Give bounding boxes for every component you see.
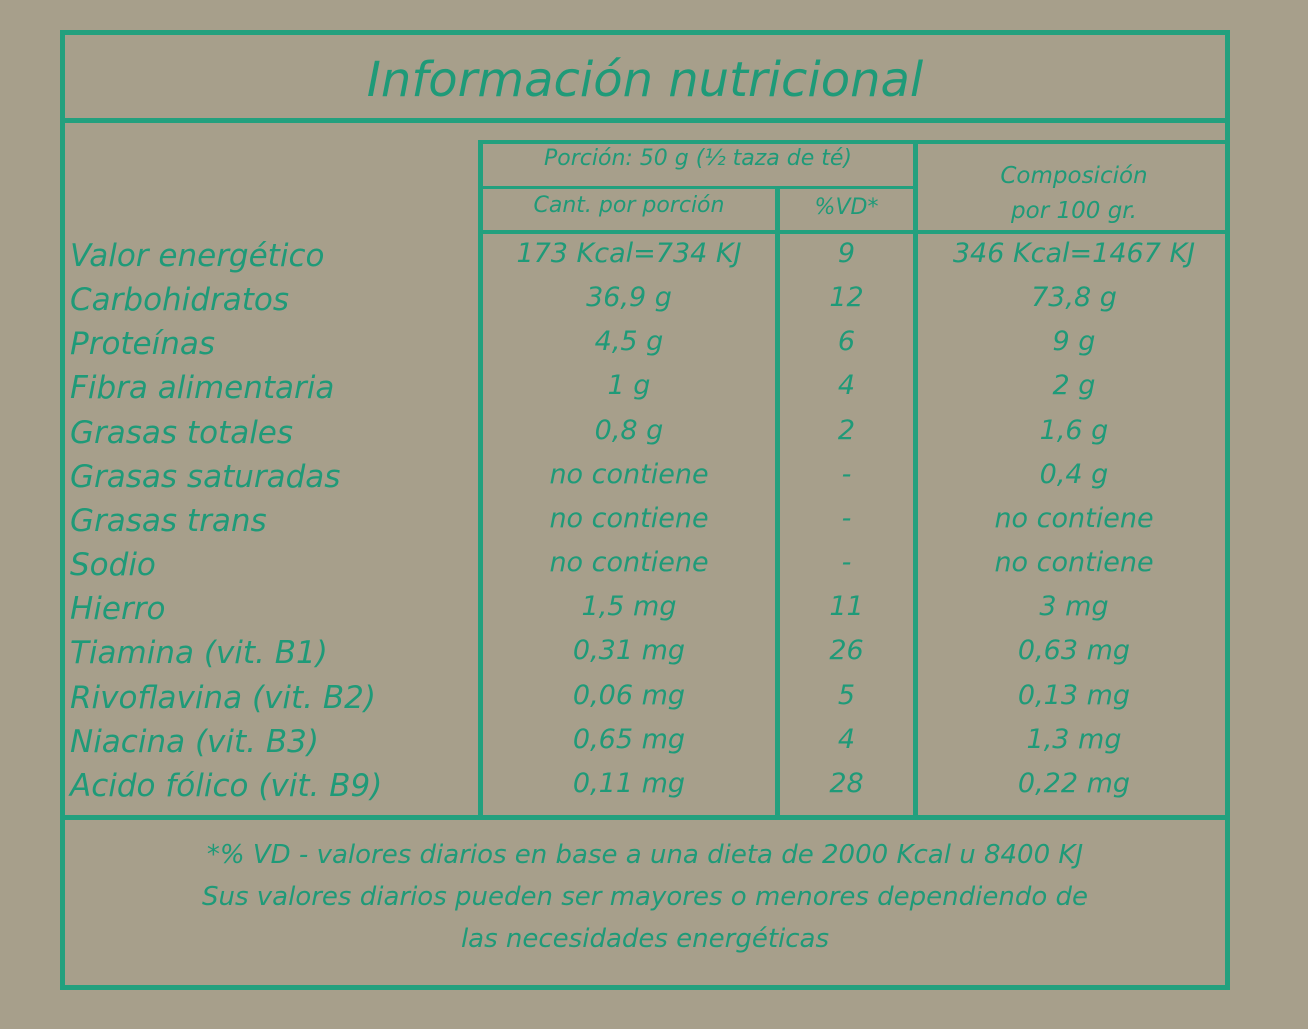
- nutrient-name: Proteínas: [70, 326, 216, 363]
- nutrient-name: Grasas trans: [70, 502, 267, 539]
- per-100g: 9 g: [1052, 326, 1096, 358]
- per-100g: no contiene: [994, 547, 1154, 579]
- daily-value: 2: [837, 414, 856, 446]
- nutrient-name: Grasas saturadas: [70, 458, 341, 495]
- amount: 1 g: [607, 370, 651, 402]
- daily-value: 26: [829, 635, 864, 667]
- per-100g: 346 Kcal=1467 KJ: [952, 238, 1196, 269]
- nutrient-name: Sodio: [70, 547, 156, 584]
- composition-header: por 100 gr.: [1011, 198, 1137, 224]
- divider: [478, 186, 915, 189]
- amount: 0,8 g: [594, 414, 664, 446]
- nutrient-name: Rivoflavina (vit. B2): [70, 679, 376, 716]
- nutrient-name: Hierro: [70, 591, 166, 628]
- daily-value: 12: [829, 282, 864, 314]
- daily-value: -: [841, 502, 852, 534]
- amount: no contiene: [549, 502, 709, 534]
- per-100g: 0,22 mg: [1017, 767, 1131, 799]
- divider: [478, 140, 1230, 144]
- daily-value: -: [841, 547, 852, 579]
- divider: [775, 188, 780, 815]
- amount: 0,11 mg: [572, 767, 686, 799]
- vd-header: %VD*: [814, 195, 879, 220]
- amount: 173 Kcal=734 KJ: [516, 238, 742, 269]
- per-100g: 2 g: [1052, 370, 1096, 402]
- daily-value: 4: [837, 370, 856, 402]
- divider: [60, 815, 1230, 820]
- amount: no contiene: [549, 458, 709, 490]
- amount: 0,06 mg: [572, 679, 686, 711]
- nutrient-name: Carbohidratos: [70, 282, 289, 319]
- footnote-line: *% VD - valores diarios en base a una di…: [206, 840, 1084, 870]
- amount: 1,5 mg: [581, 591, 677, 623]
- daily-value: 5: [837, 679, 856, 711]
- nutrient-name: Valor energético: [70, 238, 325, 274]
- divider: [478, 230, 1230, 234]
- title: Información nutricional: [366, 52, 924, 108]
- per-100g: 3 mg: [1039, 591, 1109, 623]
- nutrient-name: Niacina (vit. B3): [70, 723, 319, 760]
- amount: 36,9 g: [586, 282, 672, 314]
- daily-value: 9: [837, 238, 856, 269]
- divider: [913, 140, 918, 815]
- per-100g: 0,63 mg: [1017, 635, 1131, 667]
- footnote-line: las necesidades energéticas: [460, 924, 830, 954]
- per-100g: 0,13 mg: [1017, 679, 1131, 711]
- per-100g: 1,6 g: [1039, 414, 1109, 446]
- portion-header: Porción: 50 g (½ taza de té): [544, 146, 852, 171]
- nutrient-name: Grasas totales: [70, 414, 294, 451]
- nutrient-name: Acido fólico (vit. B9): [70, 767, 383, 804]
- amount: no contiene: [549, 547, 709, 579]
- amount: 4,5 g: [594, 326, 664, 358]
- daily-value: 11: [829, 591, 864, 623]
- daily-value: -: [841, 458, 852, 490]
- footnote-line: Sus valores diarios pueden ser mayores o…: [201, 882, 1089, 912]
- divider: [478, 140, 483, 815]
- nutrient-name: Fibra alimentaria: [70, 370, 335, 407]
- composition-header: Composición: [1000, 163, 1148, 189]
- amount: 0,65 mg: [572, 723, 686, 755]
- per-100g: 1,3 mg: [1026, 723, 1122, 755]
- per-100g: no contiene: [994, 502, 1154, 534]
- per-100g: 73,8 g: [1031, 282, 1117, 314]
- daily-value: 28: [829, 767, 864, 799]
- daily-value: 4: [837, 723, 856, 755]
- daily-value: 6: [837, 326, 856, 358]
- amount-header: Cant. por porción: [533, 193, 725, 218]
- label-frame: [60, 30, 1230, 990]
- per-100g: 0,4 g: [1039, 458, 1109, 490]
- nutrient-name: Tiamina (vit. B1): [70, 635, 328, 672]
- amount: 0,31 mg: [572, 635, 686, 667]
- divider: [60, 118, 1230, 123]
